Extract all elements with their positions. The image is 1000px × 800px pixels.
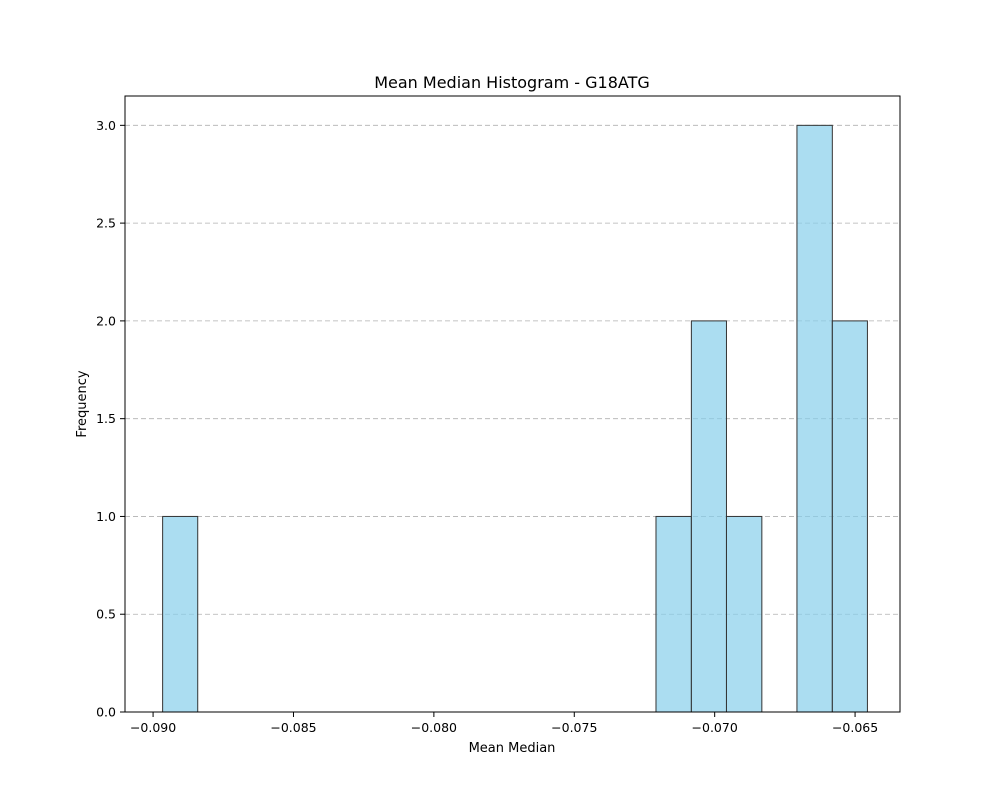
x-tick-label-1: −0.085 (270, 720, 316, 735)
histogram-bar-0 (162, 515, 199, 713)
histogram-bar-2 (690, 320, 727, 713)
y-tick-label-6: 3.0 (96, 118, 116, 133)
y-tick-label-2: 1.0 (96, 509, 116, 524)
x-tick-label-0: −0.090 (130, 720, 176, 735)
histogram-bar-5 (831, 320, 868, 713)
y-axis-label: Frequency (75, 370, 90, 437)
y-axis: 0.0 0.5 1.0 1.5 2.0 2.5 3.0 (96, 118, 125, 720)
x-tick-label-2: −0.080 (411, 720, 457, 735)
x-tick-label-3: −0.075 (551, 720, 597, 735)
histogram-bar-3 (725, 515, 763, 713)
y-tick-label-3: 1.5 (96, 411, 116, 426)
x-axis-label: Mean Median (469, 741, 556, 756)
y-tick-label-4: 2.0 (96, 313, 116, 328)
y-tick-label-1: 0.5 (96, 607, 116, 622)
grid-layer (125, 124, 900, 615)
y-tick-label-5: 2.5 (96, 216, 116, 231)
histogram-bar-4 (796, 124, 833, 713)
x-tick-label-5: −0.065 (832, 720, 878, 735)
y-tick-label-0: 0.0 (96, 705, 116, 720)
x-tick-label-4: −0.070 (692, 720, 738, 735)
bars-layer (162, 124, 868, 713)
x-axis: −0.090 −0.085 −0.080 −0.075 −0.070 −0.065 (130, 712, 878, 735)
histogram-bar-1 (655, 515, 692, 713)
plot-frame (124, 95, 901, 713)
chart-title: Mean Median Histogram - G18ATG (374, 73, 650, 92)
